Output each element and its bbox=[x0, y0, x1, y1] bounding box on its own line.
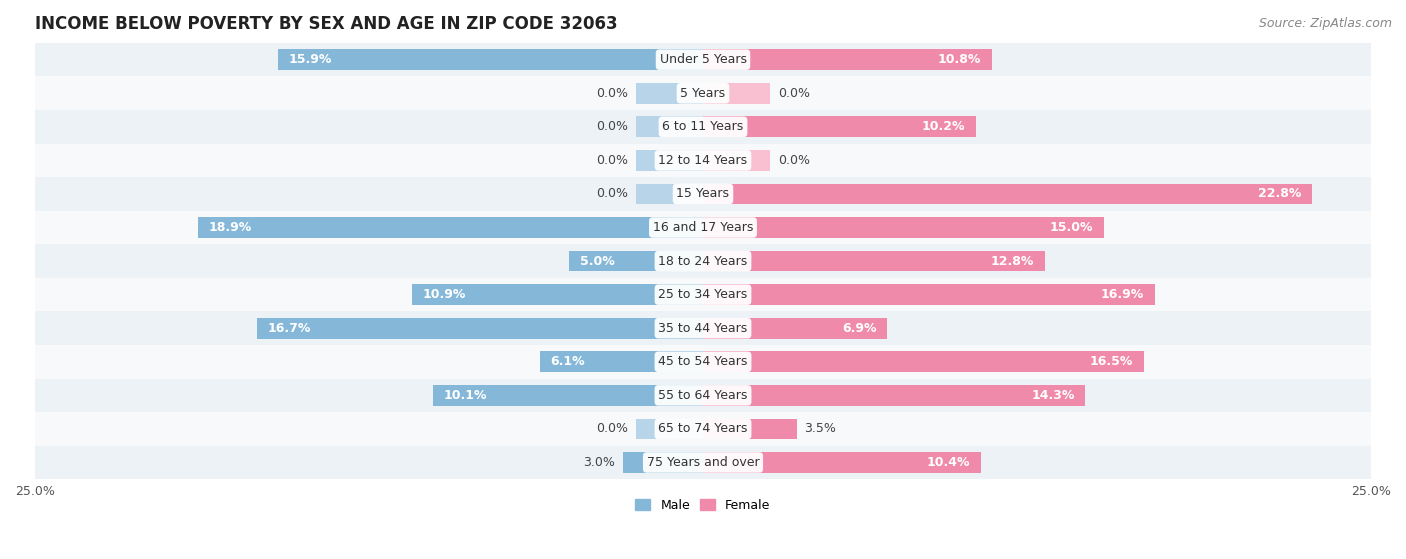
Bar bbox=[198, 217, 703, 238]
Text: 6 to 11 Years: 6 to 11 Years bbox=[662, 120, 744, 133]
Bar bbox=[636, 150, 703, 171]
Bar bbox=[636, 116, 703, 137]
Bar bbox=[703, 49, 991, 70]
Text: 0.0%: 0.0% bbox=[778, 87, 810, 100]
Text: 0.0%: 0.0% bbox=[596, 87, 628, 100]
Text: 0.0%: 0.0% bbox=[596, 120, 628, 133]
Bar bbox=[257, 318, 703, 339]
Bar bbox=[412, 284, 703, 305]
Bar bbox=[433, 385, 703, 406]
Bar bbox=[35, 278, 1371, 311]
Text: 10.8%: 10.8% bbox=[938, 53, 981, 66]
Text: 14.3%: 14.3% bbox=[1031, 389, 1074, 402]
Text: 35 to 44 Years: 35 to 44 Years bbox=[658, 322, 748, 335]
Bar bbox=[35, 345, 1371, 378]
Text: 10.1%: 10.1% bbox=[444, 389, 488, 402]
Text: 0.0%: 0.0% bbox=[596, 423, 628, 435]
Text: 15 Years: 15 Years bbox=[676, 187, 730, 201]
Text: 5 Years: 5 Years bbox=[681, 87, 725, 100]
Bar bbox=[703, 183, 1312, 205]
Text: 65 to 74 Years: 65 to 74 Years bbox=[658, 423, 748, 435]
Text: 0.0%: 0.0% bbox=[596, 154, 628, 167]
Bar bbox=[703, 352, 1144, 372]
Bar bbox=[569, 250, 703, 272]
Bar bbox=[703, 150, 770, 171]
Text: Source: ZipAtlas.com: Source: ZipAtlas.com bbox=[1258, 17, 1392, 30]
Text: 12.8%: 12.8% bbox=[991, 254, 1035, 268]
Bar bbox=[703, 116, 976, 137]
Bar bbox=[703, 419, 797, 439]
Bar bbox=[35, 244, 1371, 278]
Bar bbox=[636, 419, 703, 439]
Text: 18.9%: 18.9% bbox=[208, 221, 252, 234]
Bar bbox=[35, 144, 1371, 177]
Text: INCOME BELOW POVERTY BY SEX AND AGE IN ZIP CODE 32063: INCOME BELOW POVERTY BY SEX AND AGE IN Z… bbox=[35, 15, 617, 33]
Text: 16.5%: 16.5% bbox=[1090, 356, 1133, 368]
Bar bbox=[35, 378, 1371, 412]
Text: 3.5%: 3.5% bbox=[804, 423, 837, 435]
Bar bbox=[636, 83, 703, 103]
Text: 10.9%: 10.9% bbox=[422, 288, 465, 301]
Bar bbox=[540, 352, 703, 372]
Text: 15.9%: 15.9% bbox=[288, 53, 332, 66]
Text: 45 to 54 Years: 45 to 54 Years bbox=[658, 356, 748, 368]
Text: 16.7%: 16.7% bbox=[267, 322, 311, 335]
Text: 10.4%: 10.4% bbox=[927, 456, 970, 469]
Text: 16 and 17 Years: 16 and 17 Years bbox=[652, 221, 754, 234]
Bar bbox=[35, 110, 1371, 144]
Text: 6.1%: 6.1% bbox=[551, 356, 585, 368]
Text: 75 Years and over: 75 Years and over bbox=[647, 456, 759, 469]
Bar bbox=[35, 77, 1371, 110]
Text: 6.9%: 6.9% bbox=[842, 322, 877, 335]
Text: 0.0%: 0.0% bbox=[778, 154, 810, 167]
Text: 16.9%: 16.9% bbox=[1101, 288, 1144, 301]
Text: 12 to 14 Years: 12 to 14 Years bbox=[658, 154, 748, 167]
Bar bbox=[278, 49, 703, 70]
Text: 55 to 64 Years: 55 to 64 Years bbox=[658, 389, 748, 402]
Bar bbox=[703, 452, 981, 473]
Text: 5.0%: 5.0% bbox=[581, 254, 614, 268]
Text: 3.0%: 3.0% bbox=[583, 456, 614, 469]
Bar bbox=[703, 385, 1085, 406]
Bar bbox=[703, 250, 1045, 272]
Bar bbox=[35, 311, 1371, 345]
Text: Under 5 Years: Under 5 Years bbox=[659, 53, 747, 66]
Bar bbox=[623, 452, 703, 473]
Legend: Male, Female: Male, Female bbox=[630, 494, 776, 517]
Bar bbox=[35, 177, 1371, 211]
Bar bbox=[703, 217, 1104, 238]
Text: 10.2%: 10.2% bbox=[921, 120, 965, 133]
Bar bbox=[35, 446, 1371, 479]
Bar bbox=[703, 284, 1154, 305]
Text: 15.0%: 15.0% bbox=[1050, 221, 1092, 234]
Bar bbox=[636, 183, 703, 205]
Text: 0.0%: 0.0% bbox=[596, 187, 628, 201]
Bar bbox=[703, 318, 887, 339]
Text: 18 to 24 Years: 18 to 24 Years bbox=[658, 254, 748, 268]
Text: 25 to 34 Years: 25 to 34 Years bbox=[658, 288, 748, 301]
Bar bbox=[35, 412, 1371, 446]
Bar bbox=[703, 83, 770, 103]
Text: 22.8%: 22.8% bbox=[1258, 187, 1302, 201]
Bar bbox=[35, 43, 1371, 77]
Bar bbox=[35, 211, 1371, 244]
